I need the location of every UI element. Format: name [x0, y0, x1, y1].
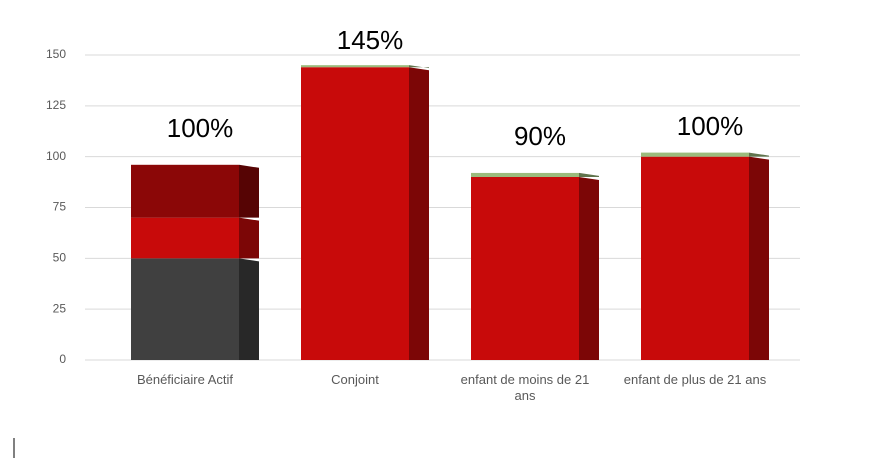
- bar: [131, 164, 239, 218]
- x-tick-label: enfant de plus de 21 ans: [623, 372, 767, 387]
- total-label: 145%: [337, 25, 404, 55]
- x-tick-label: Bénéficiaire Actif: [136, 372, 234, 387]
- bar: [471, 177, 579, 360]
- bar-side: [749, 156, 769, 360]
- y-tick-label: 75: [53, 200, 67, 214]
- bar-side: [409, 65, 429, 69]
- y-tick-label: 100: [46, 149, 66, 163]
- y-tick-label: 50: [53, 251, 67, 265]
- bar: [301, 67, 409, 360]
- bar: [471, 172, 579, 177]
- bar-side: [409, 67, 429, 360]
- bar: [641, 152, 749, 157]
- y-tick-label: 150: [46, 47, 66, 61]
- bar-side: [579, 172, 599, 177]
- bar: [301, 65, 409, 68]
- y-tick-label: 0: [59, 352, 66, 366]
- bar: [131, 258, 239, 360]
- x-tick-label: enfant de moins de 21 ans: [460, 372, 590, 403]
- bar-side: [239, 164, 259, 218]
- bar-side: [239, 217, 259, 259]
- bar: [641, 156, 749, 360]
- bar-side: [749, 152, 769, 157]
- x-tick-label: Conjoint: [331, 372, 379, 387]
- bar-side: [239, 258, 259, 360]
- total-label: 100%: [167, 113, 234, 143]
- bar-side: [579, 177, 599, 360]
- total-label: 100%: [677, 111, 744, 141]
- total-label: 90%: [514, 121, 566, 151]
- y-tick-label: 25: [53, 301, 67, 315]
- y-tick-label: 125: [46, 98, 66, 112]
- bar: [131, 217, 239, 259]
